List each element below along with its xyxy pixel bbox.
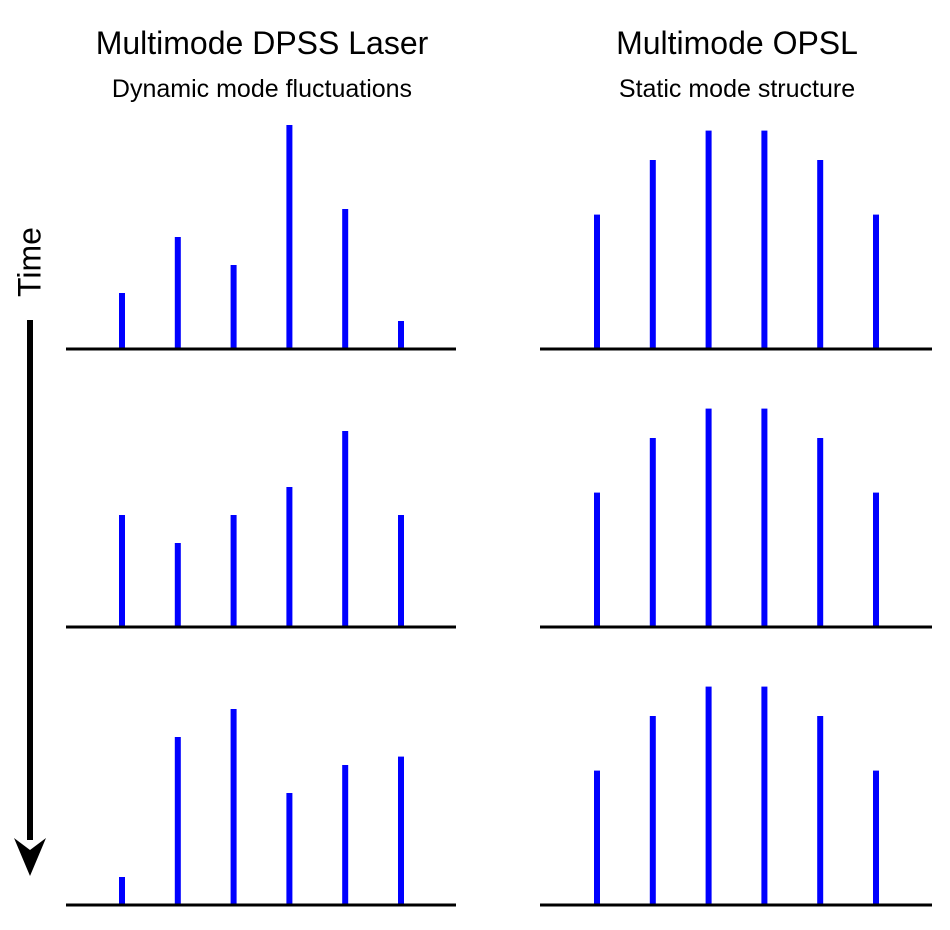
mode-line: [286, 793, 293, 905]
mode-line: [817, 716, 824, 905]
mode-line: [174, 237, 181, 349]
mode-line: [649, 438, 656, 627]
time-arrow-head: [14, 838, 46, 876]
mode-line: [342, 431, 349, 627]
mode-line: [286, 487, 293, 627]
mode-line: [817, 438, 824, 627]
mode-line: [649, 160, 656, 349]
column-subtitle: Dynamic mode fluctuations: [112, 75, 412, 103]
mode-line: [342, 209, 349, 349]
mode-line: [119, 293, 125, 349]
mode-line: [761, 130, 768, 349]
mode-line: [817, 160, 824, 349]
mode-line: [398, 756, 404, 905]
mode-line: [342, 765, 349, 905]
mode-line: [230, 265, 237, 349]
time-label: Time: [11, 227, 47, 297]
mode-line: [230, 709, 237, 905]
mode-line: [230, 515, 237, 627]
mode-line: [286, 125, 293, 349]
mode-line: [873, 492, 879, 627]
mode-line: [705, 686, 712, 905]
mode-line: [873, 214, 879, 349]
mode-line: [174, 543, 181, 627]
column-title: Multimode DPSS Laser: [96, 25, 429, 61]
mode-line: [174, 737, 181, 905]
mode-line: [594, 770, 600, 905]
mode-line: [594, 214, 600, 349]
mode-line: [705, 130, 712, 349]
mode-line: [119, 515, 125, 627]
mode-line: [649, 716, 656, 905]
mode-line: [398, 321, 404, 349]
mode-line: [873, 770, 879, 905]
mode-line: [761, 408, 768, 627]
mode-line: [119, 877, 125, 905]
mode-line: [705, 408, 712, 627]
mode-line: [594, 492, 600, 627]
column-subtitle: Static mode structure: [619, 75, 855, 103]
column-title: Multimode OPSL: [616, 25, 858, 61]
mode-line: [761, 686, 768, 905]
mode-line: [398, 515, 404, 627]
